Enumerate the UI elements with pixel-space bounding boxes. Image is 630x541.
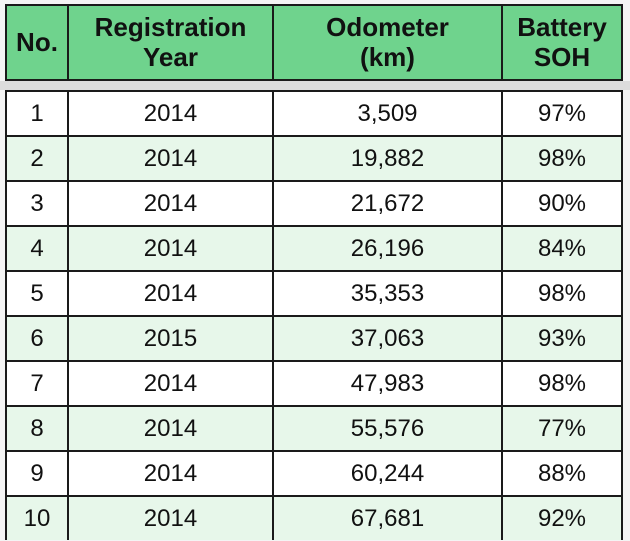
column-divider [501,452,503,495]
cell-no: 8 [30,414,44,442]
cell-odometer: 3,509 [357,99,418,127]
cell-registration-year: 2014 [143,279,198,307]
cell-odometer: 21,672 [350,189,425,217]
column-divider [67,317,69,360]
cell-no: 3 [30,189,44,217]
column-divider [501,6,503,79]
column-divider [67,92,69,135]
column-divider [272,92,274,135]
table-body: 1 2014 3,509 97% 2 2014 19,882 98% 3 2014 21,672 90… [5,90,623,540]
cell-registration-year: 2014 [143,414,198,442]
column-divider [67,227,69,270]
table-row: 2 2014 19,882 98% [7,135,621,180]
column-divider [67,272,69,315]
column-divider [67,182,69,225]
cell-odometer: 60,244 [350,459,425,487]
cell-odometer: 35,353 [350,279,425,307]
cell-registration-year: 2014 [143,234,198,262]
column-divider [272,317,274,360]
cell-odometer: 47,983 [350,369,425,397]
cell-odometer: 37,063 [350,324,425,352]
cell-odometer: 26,196 [350,234,425,262]
table-row: 7 2014 47,983 98% [7,360,621,405]
table-row: 6 2015 37,063 93% [7,315,621,360]
cell-no: 9 [30,459,44,487]
column-divider [272,6,274,79]
cell-battery-soh: 77% [537,414,587,442]
cell-battery-soh: 93% [537,324,587,352]
cell-battery-soh: 98% [537,144,587,172]
header-odometer: Odometer (km) [326,11,449,72]
cell-battery-soh: 88% [537,459,587,487]
column-divider [272,182,274,225]
column-divider [272,272,274,315]
column-divider [501,497,503,540]
cell-registration-year: 2015 [143,324,198,352]
cell-no: 6 [30,324,44,352]
header-battery-soh: Battery SOH [517,11,607,72]
cell-odometer: 19,882 [350,144,425,172]
column-divider [67,137,69,180]
column-divider [501,362,503,405]
cell-battery-soh: 84% [537,234,587,262]
column-divider [501,317,503,360]
cell-battery-soh: 97% [537,99,587,127]
cell-no: 2 [30,144,44,172]
column-divider [67,6,69,79]
cell-no: 7 [30,369,44,397]
cell-no: 5 [30,279,44,307]
column-divider [272,452,274,495]
cell-registration-year: 2014 [143,99,198,127]
column-divider [501,92,503,135]
cell-battery-soh: 90% [537,189,587,217]
cell-no: 4 [30,234,44,262]
table-row: 4 2014 26,196 84% [7,225,621,270]
cell-registration-year: 2014 [143,189,198,217]
table-row: 1 2014 3,509 97% [7,90,621,135]
cell-no: 10 [23,504,51,532]
column-divider [501,137,503,180]
header-no: No. [16,26,58,57]
column-divider [501,407,503,450]
header-registration-year: Registration Year [94,11,247,72]
header-gap [0,81,630,90]
cell-registration-year: 2014 [143,369,198,397]
column-divider [272,227,274,270]
table-row: 10 2014 67,681 92% [7,495,621,540]
table-row: 5 2014 35,353 98% [7,270,621,315]
table-row: 3 2014 21,672 90% [7,180,621,225]
cell-registration-year: 2014 [143,144,198,172]
cell-registration-year: 2014 [143,504,198,532]
column-divider [67,362,69,405]
column-divider [501,272,503,315]
cell-registration-year: 2014 [143,459,198,487]
column-divider [501,182,503,225]
column-divider [272,407,274,450]
table-row: 8 2014 55,576 77% [7,405,621,450]
column-divider [272,137,274,180]
column-divider [67,452,69,495]
table-row: 9 2014 60,244 88% [7,450,621,495]
column-divider [272,362,274,405]
cell-odometer: 67,681 [350,504,425,532]
column-divider [67,407,69,450]
column-divider [501,227,503,270]
table-header-row: No. Registration Year Odometer (km) Batt… [5,4,623,81]
cell-battery-soh: 98% [537,369,587,397]
column-divider [272,497,274,540]
cell-battery-soh: 98% [537,279,587,307]
column-divider [67,497,69,540]
cell-no: 1 [30,99,44,127]
cell-battery-soh: 92% [537,504,587,532]
cell-odometer: 55,576 [350,414,425,442]
